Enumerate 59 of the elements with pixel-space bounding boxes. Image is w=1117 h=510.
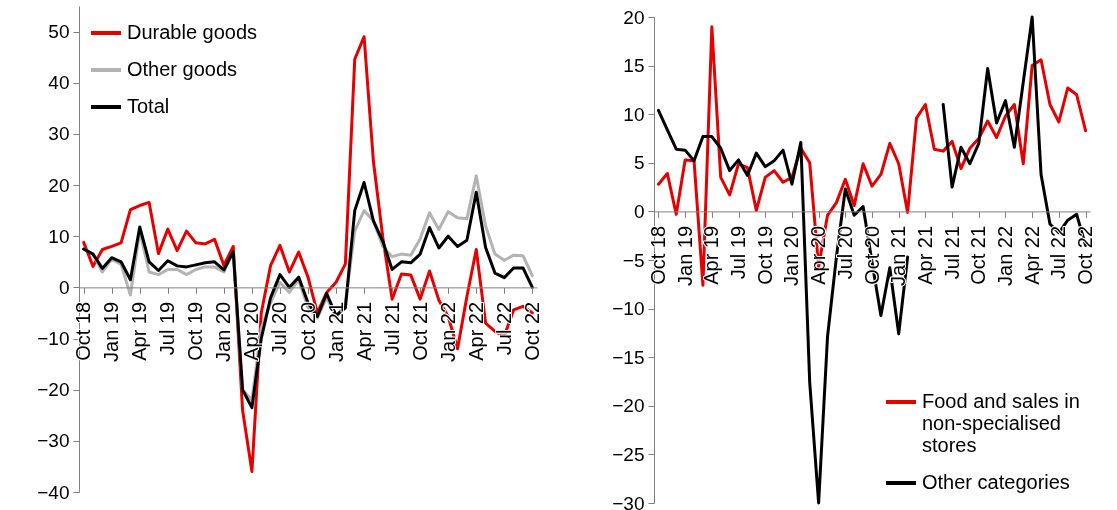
x-tick-label: Jan 19 [673,225,696,286]
x-tick-label: Jul 22 [1047,225,1070,280]
x-tick-label: Oct 22 [1074,225,1097,285]
x-tick-label: Oct 19 [753,225,776,285]
x-tick-label: Jul 20 [268,301,291,356]
y-tick-label: −20 [37,379,70,401]
x-tick-label: Jan 20 [212,301,235,362]
y-tick-label: −10 [37,328,70,350]
legend-label: Total [127,95,170,117]
x-tick-label: Apr 21 [352,301,375,361]
x-tick-label: Oct 18 [72,301,95,361]
x-tick-label: Oct 21 [967,225,990,285]
y-tick-label: 50 [48,21,70,43]
x-tick-label: Jul 20 [833,225,856,280]
y-tick-label: −30 [37,430,70,452]
x-tick-label: Apr 19 [128,301,151,361]
y-tick-label: 10 [623,103,645,125]
y-tick-label: −10 [612,298,645,320]
y-tick-label: 0 [58,276,70,298]
x-tick-label: Oct 21 [408,301,431,361]
y-tick-label: 0 [633,200,645,222]
x-tick-label: Jul 21 [940,225,963,280]
x-tick-label: Jul 19 [727,225,750,280]
y-tick-label: 5 [633,152,645,174]
y-tick-label: 30 [48,123,70,145]
x-tick-label: Jul 19 [156,301,179,356]
legend-label: Food and sales in non-specialised stores [922,390,1080,456]
y-tick-label: 20 [623,6,645,28]
legend-label: Other goods [127,58,238,80]
x-tick-label: Oct 22 [520,301,543,361]
y-tick-label: −15 [612,346,645,368]
x-tick-label: Jul 22 [492,301,515,356]
y-tick-label: 40 [48,72,70,94]
x-tick-label: Jan 21 [887,225,910,286]
y-tick-label: 10 [48,225,70,247]
x-tick-label: Jan 22 [436,301,459,362]
x-tick-label: Jan 22 [993,225,1016,286]
x-tick-label: Apr 20 [240,301,263,361]
x-tick-label: Oct 20 [296,301,319,361]
y-tick-label: 20 [48,174,70,196]
y-tick-label: −40 [37,481,70,503]
y-tick-label: −30 [612,492,645,510]
x-tick-label: Oct 18 [646,225,669,285]
y-tick-label: −20 [612,395,645,417]
legend-label: Other categories [922,471,1070,493]
x-tick-label: Jan 19 [100,301,123,362]
x-tick-label: Jan 20 [780,225,803,286]
y-tick-label: −25 [612,443,645,465]
y-tick-label: 15 [623,55,645,77]
x-tick-label: Jan 21 [324,301,347,362]
x-tick-label: Apr 20 [807,225,830,285]
x-tick-label: Jul 21 [380,301,403,356]
x-tick-label: Apr 19 [700,225,723,285]
x-tick-label: Apr 22 [464,301,487,361]
x-tick-label: Oct 19 [184,301,207,361]
x-tick-label: Apr 21 [913,225,936,285]
y-tick-label: −5 [622,249,645,271]
x-tick-label: Apr 22 [1020,225,1043,285]
legend-label: Durable goods [127,21,258,43]
